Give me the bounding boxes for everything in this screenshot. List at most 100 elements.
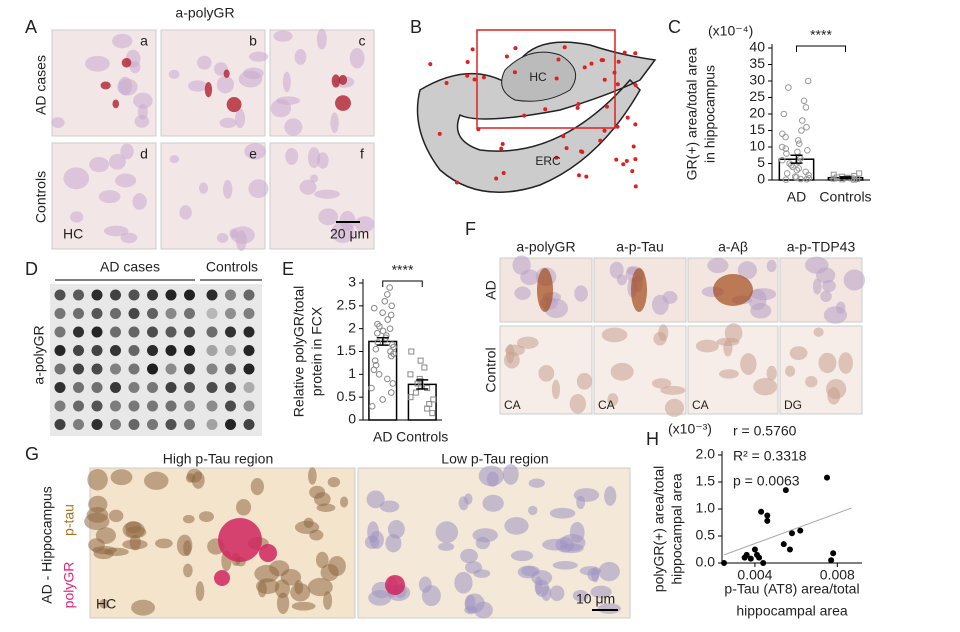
red-dot xyxy=(615,82,620,87)
red-dot xyxy=(633,122,638,127)
data-point xyxy=(379,309,386,316)
column-label: a-Aβ xyxy=(718,239,748,255)
cell xyxy=(573,488,600,502)
hc-region xyxy=(501,51,577,102)
red-dot xyxy=(612,70,617,75)
blot-dot xyxy=(184,345,195,356)
data-point xyxy=(379,396,386,403)
red-dot xyxy=(602,77,607,82)
red-dot xyxy=(633,51,638,56)
cell xyxy=(307,467,317,485)
data-point xyxy=(756,554,763,561)
data-point xyxy=(407,371,414,378)
data-point xyxy=(795,165,803,172)
region-label: CA xyxy=(598,398,615,412)
blot-dot xyxy=(147,400,158,412)
blot-dot xyxy=(165,419,177,430)
blot-dot xyxy=(206,326,218,338)
blot-dot xyxy=(54,382,66,393)
x-tick-label: Controls xyxy=(396,429,448,445)
data-point xyxy=(758,508,765,515)
inclusion xyxy=(335,95,351,111)
data-point xyxy=(830,175,837,182)
blot-dot xyxy=(73,308,84,319)
cell xyxy=(331,221,355,244)
y-tick-label: 15 xyxy=(749,121,765,137)
cell xyxy=(168,69,180,79)
data-point xyxy=(795,140,803,147)
data-point xyxy=(800,97,808,105)
data-point xyxy=(804,77,812,85)
stain-label: p-tau xyxy=(61,504,77,536)
region-label: HC xyxy=(96,596,116,612)
cell xyxy=(528,478,545,488)
x-tick-label: Controls xyxy=(819,189,871,205)
cell xyxy=(610,362,634,381)
cell xyxy=(318,208,339,226)
data-point xyxy=(375,371,383,378)
cell xyxy=(598,561,620,582)
row-label: a-polyGR xyxy=(31,325,47,384)
y-tick-label: 1.5 xyxy=(696,473,716,489)
inclusion xyxy=(100,81,111,90)
blot-dot xyxy=(73,289,84,301)
cell xyxy=(88,495,108,513)
cell xyxy=(538,364,555,382)
data-point xyxy=(783,150,790,157)
data-point xyxy=(376,323,383,330)
red-dot xyxy=(472,77,477,82)
data-point xyxy=(782,487,789,494)
polyGR-inclusion xyxy=(214,570,230,586)
cell xyxy=(458,496,469,511)
blot-dot xyxy=(73,400,84,412)
blot-dot xyxy=(225,345,236,356)
cell xyxy=(103,225,129,237)
cell xyxy=(134,115,150,128)
blot-dot xyxy=(128,289,140,301)
red-dot xyxy=(616,59,621,64)
red-dot xyxy=(625,115,630,120)
stain xyxy=(537,268,553,312)
cell xyxy=(486,471,499,487)
y-tick-label: 2.0 xyxy=(696,446,716,462)
cell xyxy=(804,256,829,274)
red-dot xyxy=(465,73,470,78)
cell xyxy=(504,344,525,356)
cell xyxy=(309,485,326,499)
data-point xyxy=(799,117,806,124)
cell xyxy=(273,30,293,42)
cell xyxy=(664,398,684,417)
blot-dot xyxy=(73,363,84,375)
data-point xyxy=(789,530,795,537)
blot-dot xyxy=(165,382,177,393)
red-dot xyxy=(576,173,581,178)
blot xyxy=(50,284,262,436)
cell xyxy=(275,96,301,105)
blot-dot xyxy=(184,308,195,319)
cell xyxy=(84,55,110,72)
data-point xyxy=(424,405,431,412)
red-dot xyxy=(602,128,607,133)
cell xyxy=(291,601,316,611)
blot-dot xyxy=(165,363,177,375)
cell xyxy=(63,167,90,190)
y-axis-label: in hippocampus xyxy=(702,65,718,163)
data-point xyxy=(794,158,802,166)
blot-dot xyxy=(147,419,158,430)
blot-dot xyxy=(206,400,218,412)
blot-dot xyxy=(91,382,103,393)
data-point xyxy=(778,156,786,164)
data-point xyxy=(389,380,397,387)
y-tick-label: 1 xyxy=(348,365,356,381)
panel-letter: D xyxy=(25,259,38,279)
blot-dot xyxy=(54,419,66,430)
blot-dot xyxy=(147,326,158,338)
red-dot xyxy=(554,76,559,81)
blot-dot xyxy=(147,308,158,319)
unit-label: (x10⁻⁴) xyxy=(708,23,753,39)
data-point xyxy=(830,550,837,557)
trendline xyxy=(723,507,852,556)
cell xyxy=(183,563,193,578)
error-bar xyxy=(376,337,389,346)
cell xyxy=(838,352,853,374)
